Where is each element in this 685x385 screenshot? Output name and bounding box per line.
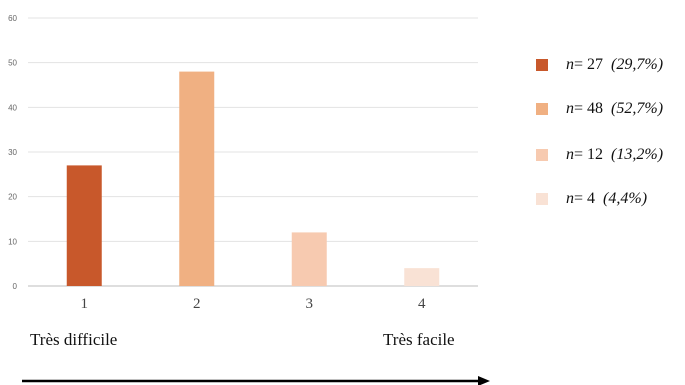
y-tick-label: 40 [8,103,17,112]
legend-item: n = 4 (4,4%) [536,190,647,208]
x-tick-label: 3 [306,296,314,312]
legend-count: = 48 [574,100,604,117]
scale-low-label: Très difficile [30,330,118,349]
y-tick-label: 0 [13,282,18,291]
legend-count: = 27 [574,56,604,73]
legend-swatch [536,103,548,115]
legend-n-label: n [566,56,574,73]
legend-item: n = 12 (13,2%) [536,146,663,164]
legend-n-label: n [566,190,574,207]
x-tick-label: 1 [81,296,89,312]
legend-percent: (52,7%) [611,100,664,117]
x-tick-label: 2 [193,296,201,312]
legend-n-label: n [566,146,574,163]
bar-4 [404,268,440,286]
legend-swatch [536,193,548,205]
legend-item: n = 27 (29,7%) [536,56,663,74]
scale-high-label: Très facile [383,330,455,349]
gridlines [28,17,478,287]
bars [66,71,440,286]
legend-swatch [536,149,548,161]
y-tick-label: 60 [8,14,17,23]
bar-2 [179,71,215,286]
legend-n-label: n [566,100,574,117]
legend-percent: (13,2%) [611,146,664,163]
legend-count: = 12 [574,146,604,163]
y-tick-label: 50 [8,59,17,68]
legend-item: n = 48 (52,7%) [536,100,663,118]
y-tick-label: 20 [8,193,17,202]
bar-3 [291,232,327,286]
y-tick-labels: 0 10 20 30 40 50 60 [8,14,17,291]
x-tick-label: 4 [418,296,426,312]
legend-count: = 4 [574,190,596,207]
legend-percent: (4,4%) [603,190,648,207]
x-tick-labels: 1 2 3 4 [81,296,427,312]
direction-arrow [22,376,490,385]
legend-swatch [536,59,548,71]
y-tick-label: 30 [8,148,17,157]
y-tick-label: 10 [8,237,17,246]
bar-1 [66,165,102,286]
legend-percent: (29,7%) [611,56,664,73]
